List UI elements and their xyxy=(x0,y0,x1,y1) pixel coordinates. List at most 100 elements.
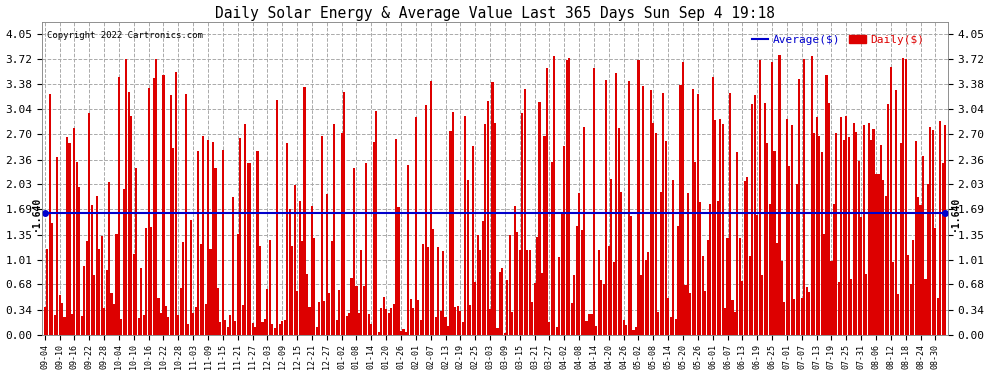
Bar xyxy=(370,324,372,335)
Bar xyxy=(350,278,352,335)
Bar xyxy=(464,116,466,335)
Bar xyxy=(215,168,217,335)
Text: ·1.640: ·1.640 xyxy=(31,195,41,231)
Bar xyxy=(932,130,934,335)
Bar xyxy=(61,303,63,335)
Bar xyxy=(294,184,296,335)
Bar xyxy=(235,321,237,335)
Bar xyxy=(279,324,281,335)
Bar xyxy=(811,56,813,335)
Bar xyxy=(635,327,637,335)
Bar xyxy=(573,275,575,335)
Bar xyxy=(220,322,222,335)
Bar xyxy=(86,241,88,335)
Bar xyxy=(420,320,422,335)
Bar xyxy=(872,129,874,335)
Bar xyxy=(801,298,803,335)
Bar xyxy=(365,162,367,335)
Bar xyxy=(672,180,674,335)
Bar xyxy=(823,234,825,335)
Bar xyxy=(761,275,763,335)
Bar xyxy=(548,322,550,335)
Bar xyxy=(588,314,590,335)
Bar xyxy=(296,291,298,335)
Bar xyxy=(793,300,795,335)
Bar xyxy=(816,117,818,335)
Bar xyxy=(157,297,159,335)
Bar xyxy=(578,193,580,335)
Bar xyxy=(937,298,939,335)
Bar xyxy=(202,136,204,335)
Bar xyxy=(783,303,785,335)
Bar xyxy=(623,320,625,335)
Bar xyxy=(702,256,704,335)
Bar xyxy=(654,133,656,335)
Bar xyxy=(116,234,118,335)
Bar xyxy=(182,242,184,335)
Bar xyxy=(880,146,882,335)
Bar xyxy=(940,121,941,335)
Bar xyxy=(633,330,635,335)
Bar xyxy=(435,317,437,335)
Bar xyxy=(526,250,529,335)
Bar xyxy=(63,317,65,335)
Bar xyxy=(200,244,202,335)
Bar xyxy=(162,75,164,335)
Bar xyxy=(311,206,313,335)
Bar xyxy=(836,134,838,335)
Bar xyxy=(536,237,539,335)
Bar xyxy=(210,249,212,335)
Bar xyxy=(575,226,578,335)
Bar xyxy=(227,327,229,335)
Bar xyxy=(249,163,251,335)
Bar xyxy=(306,273,308,335)
Bar xyxy=(737,152,739,335)
Bar xyxy=(944,126,946,335)
Bar xyxy=(826,75,828,335)
Bar xyxy=(172,148,174,335)
Bar xyxy=(895,90,897,335)
Bar xyxy=(240,138,242,335)
Bar xyxy=(558,257,560,335)
Bar xyxy=(677,226,679,335)
Bar xyxy=(739,238,741,335)
Bar xyxy=(160,313,162,335)
Bar xyxy=(316,327,318,335)
Bar xyxy=(437,248,440,335)
Bar xyxy=(336,320,338,335)
Bar xyxy=(362,285,365,335)
Bar xyxy=(514,206,516,335)
Bar xyxy=(329,293,331,335)
Bar xyxy=(395,139,397,335)
Bar xyxy=(897,294,899,335)
Bar xyxy=(479,250,481,335)
Bar xyxy=(113,304,115,335)
Bar xyxy=(88,112,90,335)
Bar xyxy=(644,260,646,335)
Bar xyxy=(927,184,929,335)
Bar xyxy=(707,240,709,335)
Bar xyxy=(857,161,859,335)
Bar xyxy=(377,332,380,335)
Bar xyxy=(867,123,869,335)
Bar xyxy=(892,262,894,335)
Bar xyxy=(123,189,125,335)
Bar xyxy=(803,59,805,335)
Bar xyxy=(344,92,346,335)
Bar xyxy=(831,261,833,335)
Bar xyxy=(304,87,306,335)
Bar xyxy=(126,59,128,335)
Bar xyxy=(877,174,879,335)
Bar xyxy=(299,201,301,335)
Bar xyxy=(284,320,286,335)
Bar xyxy=(321,136,323,335)
Bar xyxy=(289,209,291,335)
Bar xyxy=(917,197,919,335)
Bar xyxy=(682,63,684,335)
Bar xyxy=(521,113,524,335)
Bar xyxy=(131,116,133,335)
Bar xyxy=(620,192,623,335)
Bar xyxy=(833,204,835,335)
Bar xyxy=(269,240,271,335)
Bar xyxy=(281,321,283,335)
